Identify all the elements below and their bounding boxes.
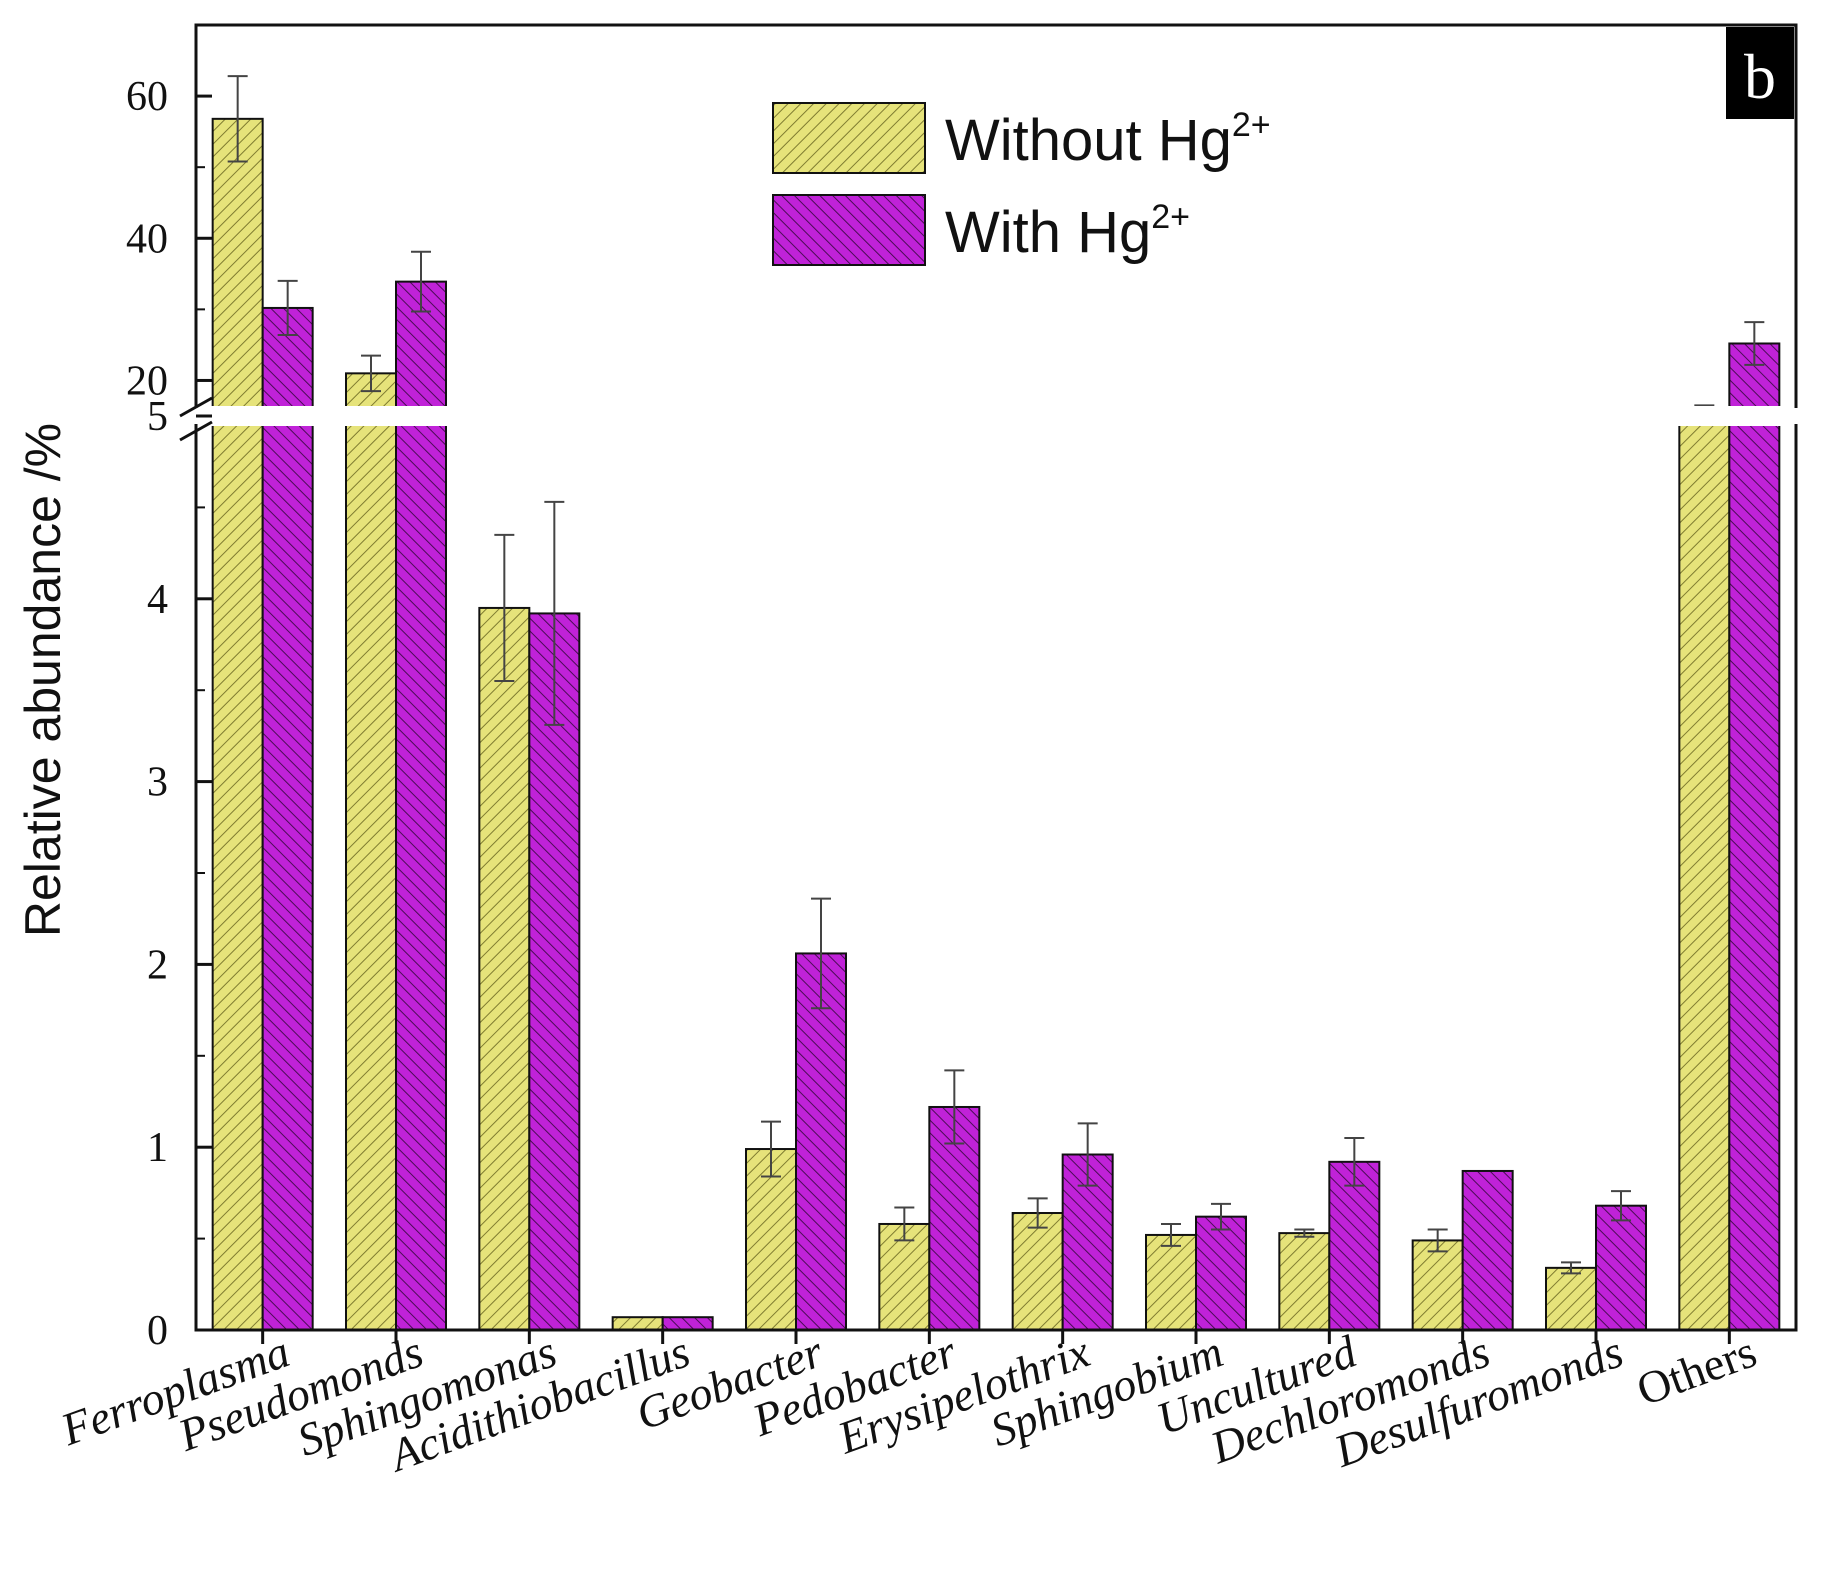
- break-mark-lower: [179, 420, 213, 442]
- y-ticks: [196, 94, 212, 1332]
- x-ticks: [261, 1330, 1731, 1344]
- category-label-others: Others: [1630, 1325, 1763, 1415]
- plot-frame: [194, 23, 1798, 1332]
- bar-without-erysipelothrix: [1011, 1212, 1064, 1332]
- bar-without-dechloromonds: [1411, 1239, 1464, 1331]
- y-tick-label-5: 5: [147, 394, 168, 440]
- bar-with-geobacter: [795, 952, 847, 1331]
- y-tick-label-2: 2: [147, 942, 168, 988]
- legend-label-with: With Hg2+: [945, 198, 1190, 265]
- y-tick-label-4: 4: [147, 577, 168, 623]
- panel-label-box: [1726, 27, 1794, 119]
- bar-without-sphingobium: [1145, 1233, 1197, 1331]
- legend-swatch-with: [772, 194, 926, 266]
- y-tick-label-3: 3: [147, 760, 168, 806]
- bar-without-ferroplasma: [211, 117, 264, 1332]
- bars-layer: [211, 117, 1781, 1332]
- bar-with-desulfuromonds: [1595, 1204, 1647, 1332]
- y-tick-label-60: 60: [126, 74, 168, 120]
- bar-with-uncultured: [1328, 1160, 1381, 1331]
- y-tick-label-20: 20: [126, 358, 168, 404]
- bar-without-others: [1678, 415, 1731, 1331]
- error-bars-layer: [227, 75, 1765, 1275]
- y-tick-labels: 0 1 2 3 4 520 40 60: [126, 74, 168, 1354]
- legend: Without Hg2+ With Hg2+: [772, 102, 1271, 266]
- bar-without-uncultured: [1278, 1232, 1331, 1331]
- frame-break-right: [1788, 408, 1802, 424]
- bar-with-sphingomonas: [528, 612, 581, 1331]
- axis-break-gap: [196, 406, 1796, 426]
- panel-label: b: [1744, 41, 1776, 112]
- category-labels: FerroplasmaPseudomondsSphingomonasAcidit…: [54, 1325, 1763, 1482]
- bar-with-dechloromonds: [1461, 1169, 1514, 1331]
- legend-swatch-without: [772, 102, 926, 174]
- bar-without-pedobacter: [878, 1222, 931, 1331]
- legend-label-without: Without Hg2+: [945, 106, 1271, 173]
- bar-with-sphingobium: [1195, 1215, 1247, 1331]
- bar-with-ferroplasma: [261, 306, 314, 1331]
- y-tick-label-1: 1: [147, 1125, 168, 1171]
- bar-without-pseudomonds: [345, 372, 397, 1331]
- bar-without-desulfuromonds: [1545, 1266, 1597, 1332]
- bar-with-others: [1728, 342, 1781, 1332]
- y-axis-title: Relative abundance /%: [15, 423, 71, 937]
- bar-with-pseudomonds: [395, 280, 447, 1331]
- bar-without-acidithiobacillus: [611, 1316, 664, 1331]
- y-tick-label-40: 40: [126, 216, 168, 262]
- y-tick-label-0: 0: [147, 1308, 168, 1354]
- bar-without-sphingomonas: [478, 606, 531, 1331]
- break-mark-upper: [179, 396, 213, 418]
